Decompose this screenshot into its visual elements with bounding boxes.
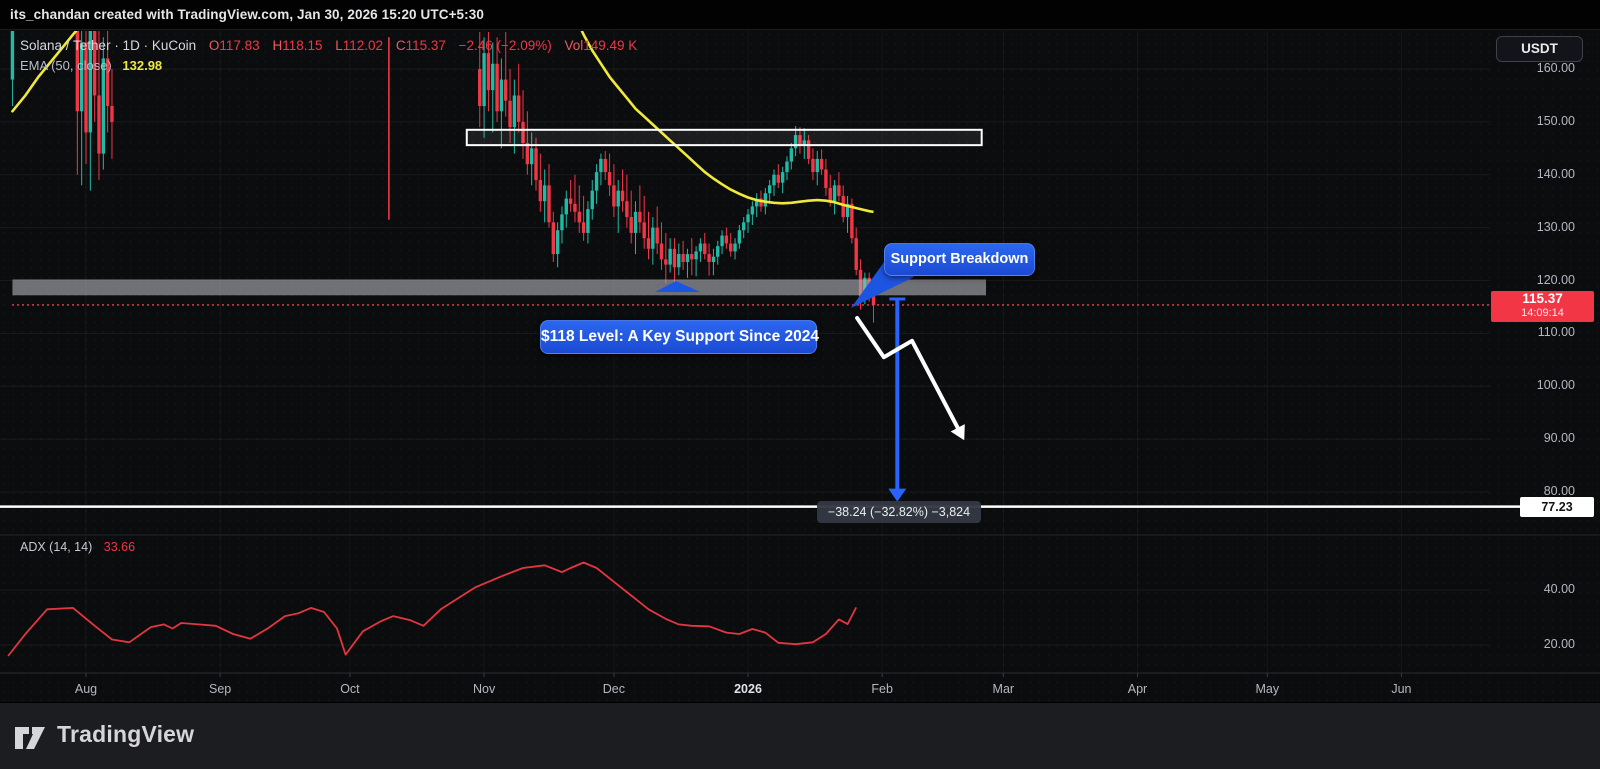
currency-toggle-button[interactable]: USDT	[1496, 36, 1583, 62]
tradingview-brand-text[interactable]: TradingView	[57, 721, 195, 747]
volume-value: 149.49 K	[583, 38, 638, 53]
time-tick-label[interactable]: Sep	[209, 682, 232, 696]
measure-arrow[interactable]	[888, 297, 907, 502]
candlestick-series[interactable]	[10, 30, 876, 323]
price-axis[interactable]: 160.00 150.00 140.00 130.00 120.00 110.00 100.…	[1490, 30, 1600, 702]
low-label: L	[335, 38, 343, 53]
ema-line[interactable]	[11, 30, 874, 214]
zigzag-arrow[interactable]	[855, 316, 965, 441]
adx-value: 33.66	[103, 540, 136, 554]
time-tick-label[interactable]: Apr	[1127, 682, 1148, 696]
level-price-badge: 77.23	[1520, 497, 1594, 517]
price-tick-label: 100.00	[1536, 378, 1575, 393]
time-axis[interactable]: Aug Sep Oct Nov Dec 2026 Feb Mar Apr May Jun	[0, 673, 1490, 702]
high-label: H	[272, 38, 283, 53]
price-tick-label: 150.00	[1536, 113, 1575, 128]
time-tick-label[interactable]: Aug	[74, 682, 98, 696]
price-tick-label: 160.00	[1536, 61, 1575, 75]
ema-label: EMA (50, close)	[20, 58, 112, 73]
time-tick-label[interactable]: Jun	[1391, 682, 1412, 696]
footer-bar: TradingView	[0, 702, 1600, 769]
price-tick-label: 90.00	[1543, 431, 1575, 446]
support-zone-rect[interactable]	[12, 279, 987, 296]
close-value: 115.37	[405, 38, 446, 53]
ema-legend[interactable]: EMA (50, close) 132.98	[20, 58, 162, 73]
attribution-bar: its_chandan created with TradingView.com…	[0, 0, 1600, 30]
chart-surface[interactable]: Solana / Tether · 1D · KuCoin O117.83 H1…	[0, 30, 1600, 702]
support-breakdown-callout[interactable]: Support Breakdown	[884, 243, 1035, 276]
time-tick-label[interactable]: May	[1255, 682, 1280, 696]
last-price-value: 115.37	[1522, 291, 1563, 306]
key-support-callout-tail	[655, 281, 700, 292]
symbol-legend[interactable]: Solana / Tether · 1D · KuCoin O117.83 H1…	[20, 38, 637, 53]
adx-indicator-legend[interactable]: ADX (14, 14) 33.66	[20, 540, 135, 554]
tradingview-logo-icon[interactable]	[14, 724, 54, 752]
last-price-badge: 115.37 14:09:14	[1491, 291, 1594, 322]
time-tick-label[interactable]: Mar	[992, 682, 1015, 696]
symbol-title[interactable]: Solana / Tether · 1D · KuCoin	[20, 38, 197, 53]
resistance-box-rect[interactable]	[465, 128, 983, 147]
low-value: 112.02	[342, 38, 384, 53]
key-support-callout[interactable]: $118 Level: A Key Support Since 2024	[540, 320, 819, 354]
price-tick-label: 110.00	[1537, 325, 1575, 340]
candle-countdown: 14:09:14	[1521, 307, 1564, 319]
price-tick-label: 40.00	[1543, 582, 1575, 596]
open-label: O	[208, 38, 220, 53]
high-value: 118.15	[282, 38, 323, 53]
adx-line[interactable]	[7, 561, 858, 657]
chart-canvas[interactable]	[0, 30, 1600, 702]
adx-label: ADX (14, 14)	[20, 540, 93, 554]
price-tick-label: 20.00	[1543, 637, 1575, 651]
ema-value: 132.98	[122, 58, 163, 73]
attribution-text: its_chandan created with TradingView.com…	[10, 7, 484, 22]
close-label: C	[395, 38, 406, 53]
price-tick-label: 80.00	[1543, 484, 1575, 498]
time-tick-label[interactable]: Dec	[602, 682, 626, 696]
price-tick-label: 120.00	[1536, 272, 1575, 287]
measure-tool-label[interactable]: −38.24 (−32.82%) −3,824	[817, 501, 981, 523]
time-tick-label[interactable]: 2026	[734, 682, 762, 696]
change-value: −2.46 (−2.09%)	[458, 38, 552, 53]
volume-label: Vol	[564, 38, 584, 53]
time-tick-label[interactable]: Nov	[472, 682, 496, 696]
open-value: 117.83	[219, 38, 260, 53]
time-tick-label[interactable]: Feb	[871, 682, 893, 696]
price-tick-label: 130.00	[1536, 219, 1575, 234]
time-tick-label[interactable]: Oct	[340, 682, 360, 696]
price-tick-label: 140.00	[1536, 166, 1575, 181]
